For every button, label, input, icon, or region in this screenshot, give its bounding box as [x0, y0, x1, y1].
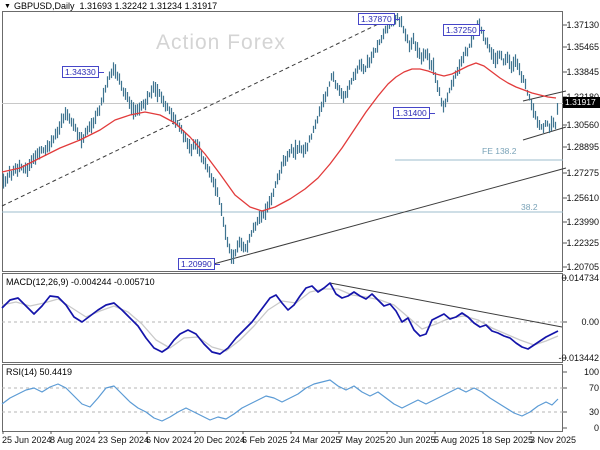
y-axis-label: 0 [593, 423, 599, 433]
fe-138-2-line-label: FE 138.2 [482, 146, 517, 156]
y-axis-label: -0.013442 [558, 353, 599, 363]
macd-indicator-label: MACD(12,26,9) -0.004244 -0.005710 [6, 277, 155, 287]
y-axis-label: 1.20705 [566, 262, 599, 272]
price-level-tag: 1.34330 [62, 66, 104, 78]
ohlc-values: 1.31693 1.32242 1.31234 1.31917 [79, 1, 218, 11]
x-axis-label: 5 Aug 2025 [434, 435, 480, 445]
price-level-tag: 1.20990 [178, 258, 220, 270]
x-axis-label: 23 Sep 2024 [98, 435, 150, 445]
current-price-tag: 1.31917 [563, 97, 600, 108]
y-axis-label: 1.22325 [566, 238, 599, 248]
y-axis-label: 1.23990 [566, 217, 599, 227]
x-axis-label: 24 Mar 2025 [290, 435, 341, 445]
x-axis-label: 20 Jun 2025 [386, 435, 436, 445]
y-axis-label: 1.28895 [566, 142, 599, 152]
y-axis-label: 1.33845 [566, 67, 599, 77]
y-axis-label: 1.35465 [566, 42, 599, 52]
x-axis-label: 20 Dec 2024 [194, 435, 246, 445]
x-axis-label: 6 Feb 2025 [242, 435, 288, 445]
price-level-tag: 1.31400 [393, 107, 435, 119]
x-axis-label: 8 Aug 2024 [50, 435, 96, 445]
y-axis-label: 1.37130 [566, 20, 599, 30]
y-axis-label: 1.30560 [566, 120, 599, 130]
y-axis-label: 100 [583, 367, 599, 377]
y-axis-label: 1.27275 [566, 168, 599, 178]
price-chart-panel[interactable] [2, 11, 563, 272]
y-axis-label: 1.25610 [566, 193, 599, 203]
rsi-panel[interactable] [2, 364, 563, 432]
x-axis-label: 18 Sep 2025 [482, 435, 534, 445]
chart-title-bar: ▼ GBPUSD,Daily 1.31693 1.32242 1.31234 1.… [4, 1, 217, 11]
y-axis-label: 70 [588, 383, 599, 393]
x-axis-label: 6 Nov 2024 [146, 435, 193, 445]
y-axis-label: 0.00 [581, 317, 599, 327]
rsi-indicator-label: RSI(14) 50.4419 [6, 367, 73, 377]
price-level-tag: 1.37250 [443, 24, 485, 36]
fib-38-2-line-label: 38.2 [521, 202, 538, 212]
y-axis-label: 0.014734 [561, 273, 599, 283]
x-axis-label: 3 Nov 2025 [530, 435, 577, 445]
price-level-tag: 1.37870 [358, 13, 400, 25]
symbol-dropdown-icon[interactable]: ▼ [4, 3, 11, 10]
x-axis-label: 7 May 2025 [338, 435, 386, 445]
y-axis-label: 30 [588, 407, 599, 417]
symbol-timeframe-label: GBPUSD,Daily [13, 1, 75, 11]
x-axis-label: 25 Jun 2024 [2, 435, 52, 445]
